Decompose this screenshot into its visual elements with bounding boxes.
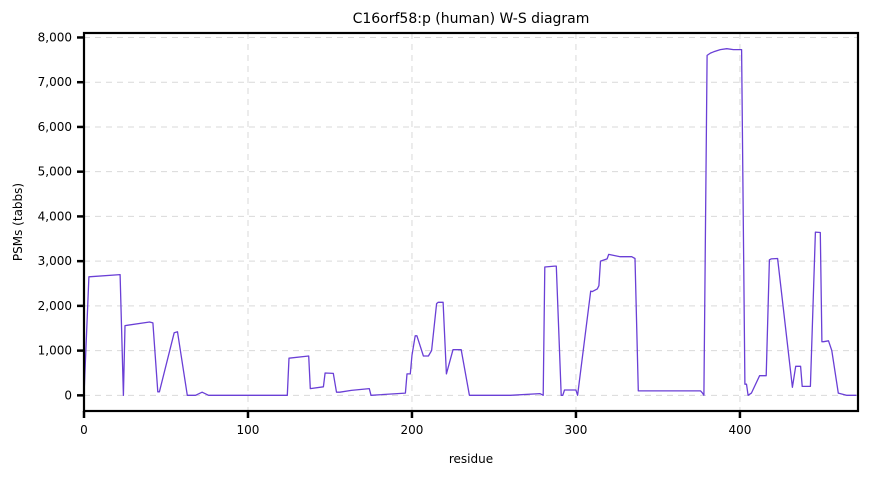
y-tick-label: 6,000 (38, 120, 72, 134)
y-axis: 0 1,000 2,000 3,000 4,000 5,000 6,000 7,000 8,00… (38, 30, 84, 402)
x-axis: 0 100 200 300 400 (80, 411, 751, 437)
y-tick-label: 7,000 (38, 75, 72, 89)
x-tick-label: 0 (80, 423, 88, 437)
chart-title: C16orf58:p (human) W-S diagram (353, 11, 590, 27)
x-tick-label: 100 (237, 423, 260, 437)
x-tick-label: 200 (401, 423, 424, 437)
y-tick-label: 0 (64, 388, 72, 402)
y-tick-label: 4,000 (38, 209, 72, 223)
y-tick-label: 8,000 (38, 30, 72, 44)
y-tick-label: 2,000 (38, 299, 72, 313)
x-tick-label: 300 (564, 423, 587, 437)
series-line (83, 48, 857, 396)
y-axis-label: PSMs (tabbs) (11, 183, 25, 261)
y-tick-label: 1,000 (38, 344, 72, 358)
y-tick-label: 5,000 (38, 165, 72, 179)
plot-frame (82, 31, 860, 413)
y-tick-label: 3,000 (38, 254, 72, 268)
x-axis-label: residue (449, 452, 493, 466)
x-tick-label: 400 (728, 423, 751, 437)
